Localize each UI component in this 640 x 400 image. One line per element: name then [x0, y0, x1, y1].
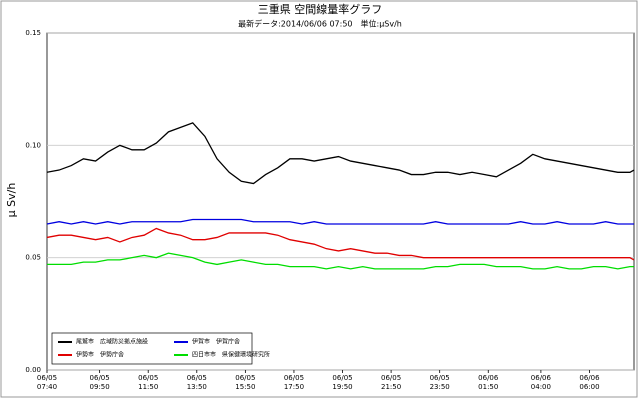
x-tick-label: 06/05 19:50	[332, 374, 352, 391]
x-tick-label: 06/05 15:50	[235, 374, 255, 391]
series-line	[46, 122, 635, 185]
legend-label: 伊賀市 伊賀庁舎	[192, 338, 240, 346]
y-tick-label: 0.15	[25, 29, 41, 37]
y-axis-label: μ Sv/h	[5, 183, 18, 218]
x-tick-label: 06/05 17:50	[284, 374, 304, 391]
x-tick-label: 06/06 01:50	[478, 374, 499, 391]
x-tick-label: 06/05 09:50	[90, 374, 110, 391]
y-tick-label: 0.05	[25, 254, 41, 262]
x-tick-label: 06/05 23:50	[430, 374, 450, 391]
legend-label: 伊勢市 伊勢庁舎	[76, 351, 124, 359]
chart-subtitle: 最新データ:2014/06/06 07:50 単位:μSv/h	[238, 19, 402, 29]
series-line	[47, 252, 634, 270]
x-tick-label: 06/05 11:50	[138, 374, 158, 391]
x-tick-label: 06/05 13:50	[187, 374, 207, 391]
x-tick-label: 06/06 04:00	[531, 374, 552, 391]
y-tick-label: 0.10	[25, 141, 41, 149]
x-tick-label: 06/05 07:40	[37, 374, 57, 391]
series-line	[46, 218, 634, 225]
legend-box	[51, 332, 253, 365]
x-tick-label: 06/06 06:00	[579, 374, 600, 391]
series-line	[46, 227, 635, 261]
chart-title: 三重県 空間線量率グラフ	[258, 2, 383, 16]
legend-label: 四日市市 県保健環境研究所	[192, 351, 270, 359]
x-tick-label: 06/05 21:50	[381, 374, 401, 391]
legend-label: 尾鷲市 広域防災拠点施設	[76, 338, 148, 346]
y-tick-label: 0.00	[25, 366, 41, 374]
